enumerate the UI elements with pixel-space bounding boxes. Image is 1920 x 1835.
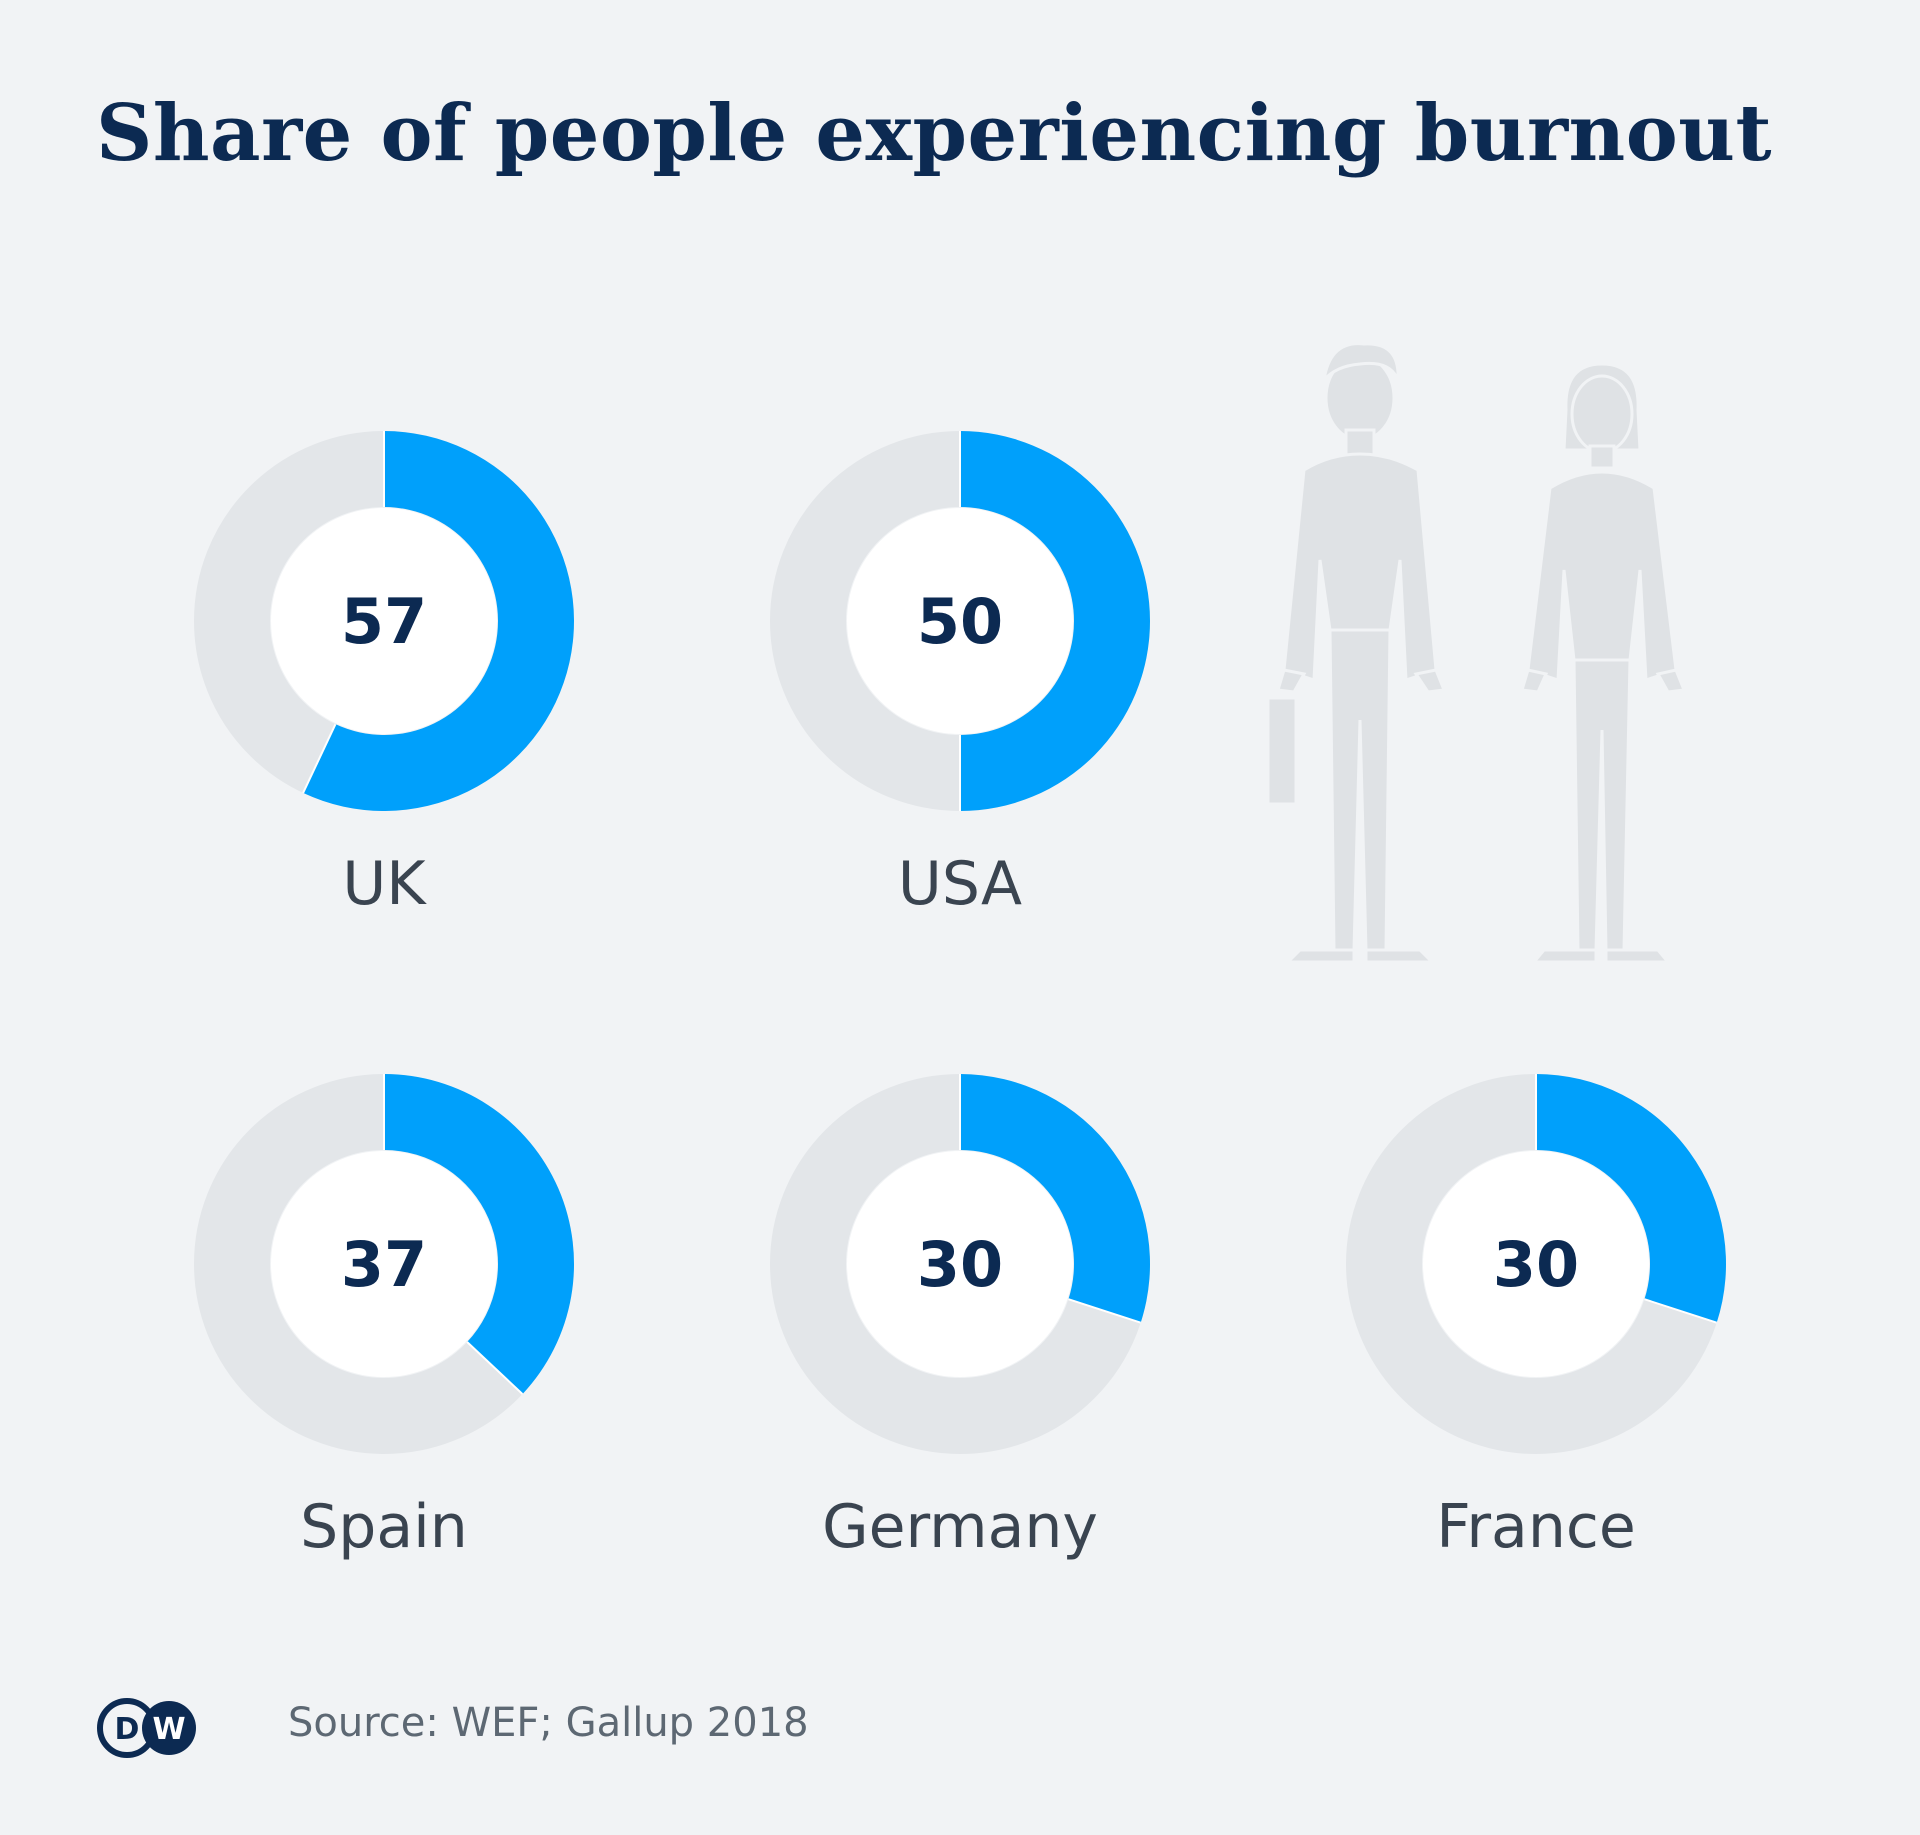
value-label-germany: 30 xyxy=(917,1228,1003,1301)
donut-separator-spain xyxy=(466,1341,524,1395)
businesswoman-icon xyxy=(1520,362,1687,964)
business-people-illustration xyxy=(1266,342,1687,964)
businessman-icon xyxy=(1266,342,1447,964)
value-label-spain: 37 xyxy=(341,1228,427,1301)
donut-hole-usa xyxy=(847,508,1073,734)
donut-usa: 50 USA xyxy=(770,431,1150,919)
value-label-usa: 50 xyxy=(917,585,1003,658)
donut-germany: 30 Germany xyxy=(770,1074,1150,1562)
donut-separator-france xyxy=(1644,1298,1718,1324)
donut-separator-germany xyxy=(1068,1298,1142,1324)
svg-text:W: W xyxy=(152,1712,185,1747)
category-label-spain: Spain xyxy=(300,1492,468,1562)
category-label-uk: UK xyxy=(342,849,427,919)
chart-title: Share of people experiencing burnout xyxy=(96,88,1773,179)
dw-logo: D W xyxy=(97,1698,196,1758)
donut-segment-france xyxy=(1536,1074,1726,1323)
donut-segment-usa xyxy=(960,431,1150,811)
donut-uk: 57 UK xyxy=(194,431,574,919)
value-label-france: 30 xyxy=(1493,1228,1579,1301)
donut-hole-france xyxy=(1423,1151,1649,1377)
donut-spain: 37 Spain xyxy=(194,1074,575,1562)
donut-segment-germany xyxy=(960,1074,1150,1323)
donut-segment-spain xyxy=(384,1074,575,1395)
category-label-france: France xyxy=(1436,1492,1636,1562)
category-label-germany: Germany xyxy=(822,1492,1098,1562)
donut-hole-germany xyxy=(847,1151,1073,1377)
donut-segment-uk xyxy=(303,431,574,811)
value-label-uk: 57 xyxy=(341,585,427,658)
donut-france: 30 France xyxy=(1346,1074,1726,1562)
source-note: Source: WEF; Gallup 2018 xyxy=(288,1700,809,1746)
donut-hole-uk xyxy=(271,508,497,734)
category-label-usa: USA xyxy=(898,849,1022,919)
donut-separator-uk xyxy=(302,723,337,794)
svg-text:D: D xyxy=(115,1712,140,1747)
donut-hole-spain xyxy=(271,1151,497,1377)
